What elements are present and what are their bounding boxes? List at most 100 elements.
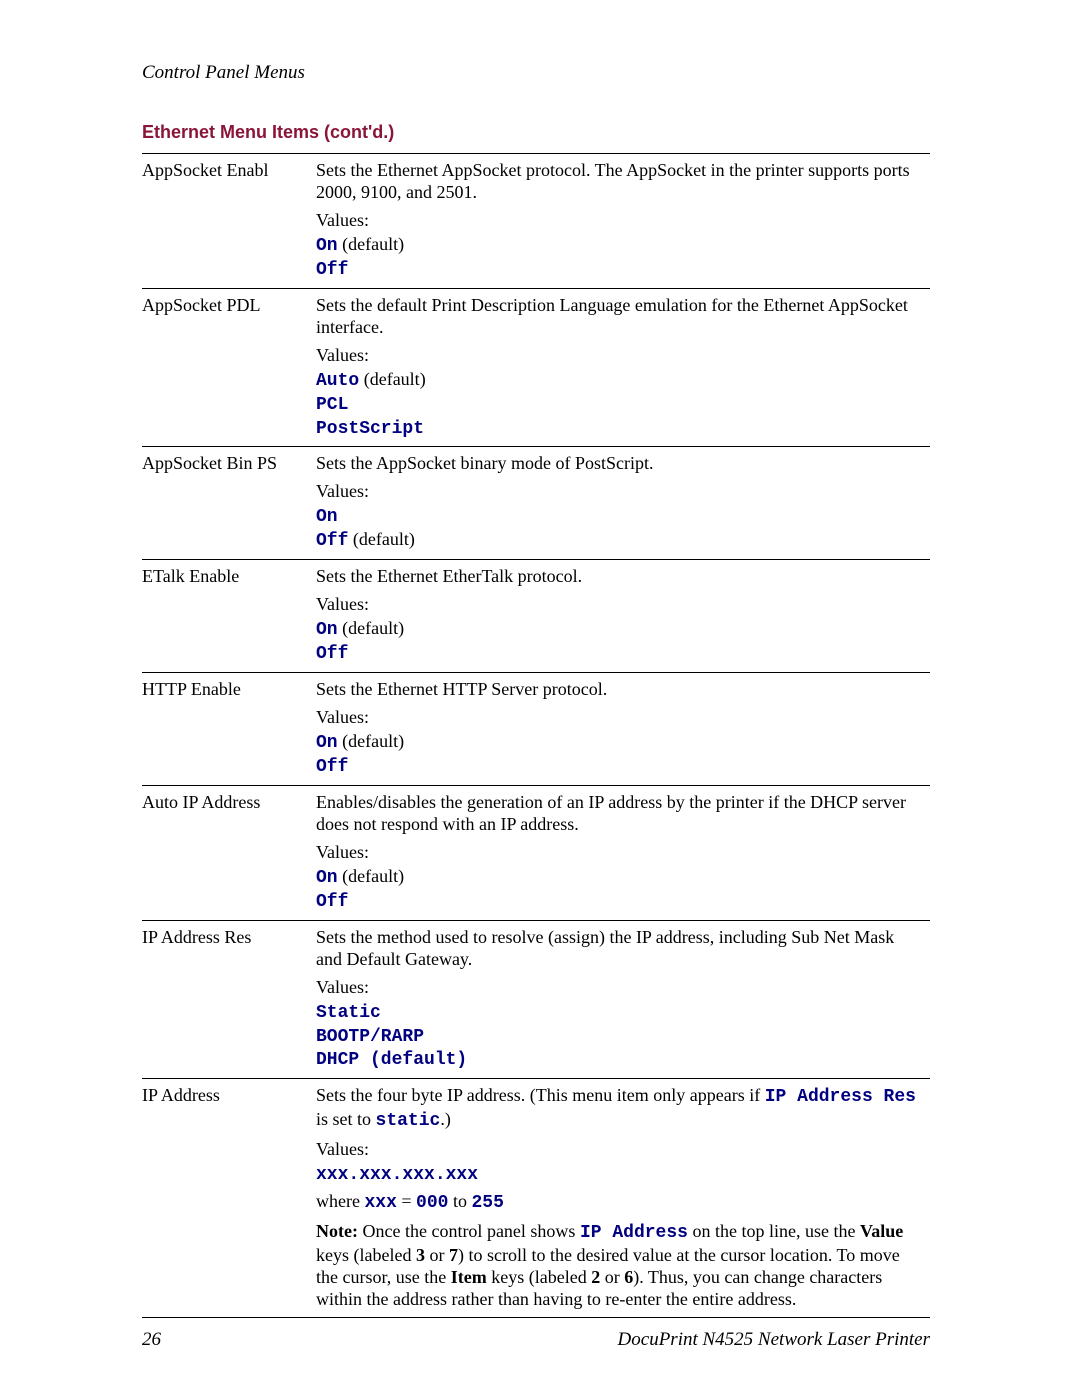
item-desc: Sets the default Print Description Langu… bbox=[316, 288, 930, 447]
doc-title: DocuPrint N4525 Network Laser Printer bbox=[618, 1329, 930, 1351]
option-code: xxx.xxx.xxx.xxx bbox=[316, 1165, 478, 1185]
item-name: AppSocket Bin PS bbox=[142, 447, 316, 560]
desc-mid: is set to bbox=[316, 1109, 376, 1129]
option-suffix: (default) bbox=[359, 369, 425, 389]
options-block: xxx.xxx.xxx.xxx bbox=[316, 1163, 924, 1187]
desc-text: Enables/disables the generation of an IP… bbox=[316, 792, 924, 836]
options-block: On (default) Off bbox=[316, 731, 924, 779]
item-desc: Enables/disables the generation of an IP… bbox=[316, 785, 930, 920]
option-code: Off bbox=[316, 757, 348, 777]
where-line: where xxx = 000 to 255 bbox=[316, 1191, 924, 1215]
note-bold: 7 bbox=[449, 1245, 458, 1265]
table-row: ETalk Enable Sets the Ethernet EtherTalk… bbox=[142, 560, 930, 673]
item-name: AppSocket PDL bbox=[142, 288, 316, 447]
item-name: IP Address Res bbox=[142, 920, 316, 1079]
item-name: HTTP Enable bbox=[142, 673, 316, 786]
where-code: 000 bbox=[416, 1193, 448, 1213]
where-code: 255 bbox=[471, 1193, 503, 1213]
note-text: or bbox=[425, 1245, 449, 1265]
values-label: Values: bbox=[316, 481, 924, 503]
desc-post: .) bbox=[440, 1109, 451, 1129]
item-name: AppSocket Enabl bbox=[142, 154, 316, 289]
values-label: Values: bbox=[316, 977, 924, 999]
options-block: On (default) Off bbox=[316, 618, 924, 666]
option-suffix: (default) bbox=[338, 731, 404, 751]
option-suffix: (default) bbox=[338, 866, 404, 886]
table-row: AppSocket Bin PS Sets the AppSocket bina… bbox=[142, 447, 930, 560]
option-code: Static bbox=[316, 1003, 381, 1023]
options-block: On Off (default) bbox=[316, 505, 924, 553]
values-label: Values: bbox=[316, 1139, 924, 1161]
where-to: to bbox=[448, 1191, 471, 1211]
note-code: IP Address bbox=[580, 1223, 688, 1243]
option-code: Off bbox=[316, 644, 348, 664]
table-row: IP Address Sets the four byte IP address… bbox=[142, 1079, 930, 1318]
option-code: On bbox=[316, 507, 338, 527]
note-text: Once the control panel shows bbox=[358, 1221, 580, 1241]
table-row: Auto IP Address Enables/disables the gen… bbox=[142, 785, 930, 920]
desc-text: Sets the method used to resolve (assign)… bbox=[316, 927, 924, 971]
item-desc: Sets the Ethernet AppSocket protocol. Th… bbox=[316, 154, 930, 289]
options-block: Static BOOTP/RARP DHCP (default) bbox=[316, 1001, 924, 1073]
table-row: IP Address Res Sets the method used to r… bbox=[142, 920, 930, 1079]
desc-pre: Sets the four byte IP address. (This men… bbox=[316, 1085, 765, 1105]
ethernet-menu-table: AppSocket Enabl Sets the Ethernet AppSoc… bbox=[142, 153, 930, 1318]
options-block: Auto (default) PCL PostScript bbox=[316, 369, 924, 441]
values-label: Values: bbox=[316, 594, 924, 616]
note-text: on the top line, use the bbox=[688, 1221, 860, 1241]
table-row: AppSocket PDL Sets the default Print Des… bbox=[142, 288, 930, 447]
option-code: Off bbox=[316, 892, 348, 912]
note-text: keys (labeled bbox=[487, 1267, 591, 1287]
option-code: PostScript bbox=[316, 419, 424, 439]
where-pre: where bbox=[316, 1191, 364, 1211]
option-code: On bbox=[316, 733, 338, 753]
where-mid: = bbox=[397, 1191, 416, 1211]
item-desc: Sets the Ethernet HTTP Server protocol. … bbox=[316, 673, 930, 786]
option-code: DHCP (default) bbox=[316, 1050, 467, 1070]
desc-text: Sets the Ethernet AppSocket protocol. Th… bbox=[316, 160, 924, 204]
note-bold: Note: bbox=[316, 1221, 358, 1241]
option-suffix: (default) bbox=[348, 529, 414, 549]
option-code: On bbox=[316, 236, 338, 256]
note-bold: Value bbox=[860, 1221, 903, 1241]
desc-code: IP Address Res bbox=[765, 1087, 916, 1107]
option-code: Auto bbox=[316, 371, 359, 391]
where-code: xxx bbox=[364, 1193, 396, 1213]
note-bold: 3 bbox=[416, 1245, 425, 1265]
page-number: 26 bbox=[142, 1329, 161, 1351]
desc-text: Sets the Ethernet EtherTalk protocol. bbox=[316, 566, 924, 588]
page-header-title: Control Panel Menus bbox=[142, 62, 930, 84]
table-row: AppSocket Enabl Sets the Ethernet AppSoc… bbox=[142, 154, 930, 289]
values-label: Values: bbox=[316, 345, 924, 367]
values-label: Values: bbox=[316, 842, 924, 864]
section-subheading: Ethernet Menu Items (cont'd.) bbox=[142, 122, 930, 143]
note-bold: 2 bbox=[591, 1267, 600, 1287]
note-bold: Item bbox=[451, 1267, 487, 1287]
option-code: On bbox=[316, 620, 338, 640]
desc-text: Sets the four byte IP address. (This men… bbox=[316, 1085, 924, 1133]
note-bold: 6 bbox=[624, 1267, 633, 1287]
table-row: HTTP Enable Sets the Ethernet HTTP Serve… bbox=[142, 673, 930, 786]
item-desc: Sets the method used to resolve (assign)… bbox=[316, 920, 930, 1079]
item-desc: Sets the Ethernet EtherTalk protocol. Va… bbox=[316, 560, 930, 673]
page-footer: 26 DocuPrint N4525 Network Laser Printer bbox=[142, 1329, 930, 1351]
note-block: Note: Once the control panel shows IP Ad… bbox=[316, 1221, 924, 1311]
desc-text: Sets the AppSocket binary mode of PostSc… bbox=[316, 453, 924, 475]
option-suffix: (default) bbox=[338, 618, 404, 638]
options-block: On (default) Off bbox=[316, 234, 924, 282]
item-name: ETalk Enable bbox=[142, 560, 316, 673]
note-text: keys (labeled bbox=[316, 1245, 416, 1265]
item-desc: Sets the AppSocket binary mode of PostSc… bbox=[316, 447, 930, 560]
item-desc: Sets the four byte IP address. (This men… bbox=[316, 1079, 930, 1318]
desc-code: static bbox=[376, 1111, 441, 1131]
option-code: Off bbox=[316, 260, 348, 280]
item-name: Auto IP Address bbox=[142, 785, 316, 920]
values-label: Values: bbox=[316, 210, 924, 232]
option-code: PCL bbox=[316, 395, 348, 415]
desc-text: Sets the Ethernet HTTP Server protocol. bbox=[316, 679, 924, 701]
option-code: BOOTP/RARP bbox=[316, 1027, 424, 1047]
desc-text: Sets the default Print Description Langu… bbox=[316, 295, 924, 339]
options-block: On (default) Off bbox=[316, 866, 924, 914]
option-code: Off bbox=[316, 531, 348, 551]
option-code: On bbox=[316, 868, 338, 888]
